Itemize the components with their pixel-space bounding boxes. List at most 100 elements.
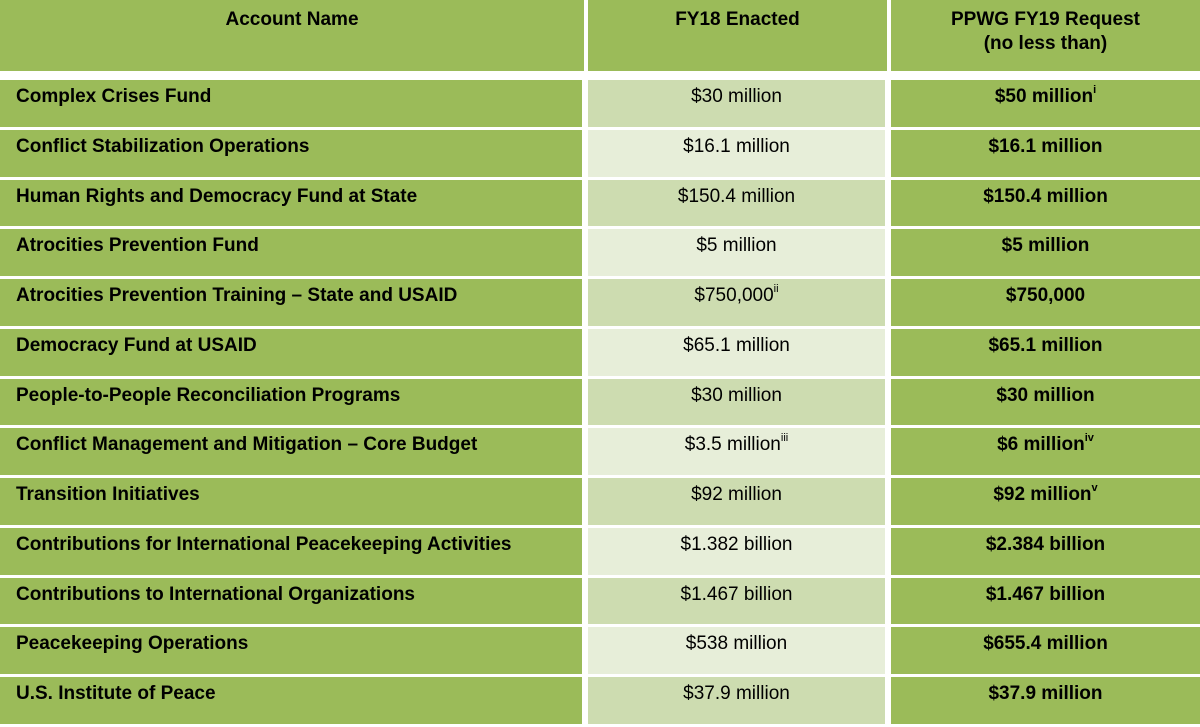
table-header: Account Name FY18 Enacted PPWG FY19 Requ…	[0, 0, 1200, 80]
fy18-enacted-cell: $150.4 million	[588, 179, 891, 230]
fy18-enacted-cell-value: $92 million	[691, 484, 782, 506]
table-body: Complex Crises Fund $30 million $50 millio…	[0, 80, 1200, 727]
account-name-cell-value: U.S. Institute of Peace	[16, 683, 216, 705]
fy18-enacted-cell: $92 million	[588, 478, 891, 528]
header-account-name: Account Name	[0, 0, 588, 80]
fy19-request-cell-value: $655.4 million	[983, 633, 1108, 655]
table-row: Contributions to International Organizat…	[0, 577, 1200, 628]
account-name-cell-value: Peacekeeping Operations	[16, 633, 249, 655]
footnote-marker: ii	[773, 283, 779, 296]
footnote-marker: iv	[1084, 432, 1094, 445]
fy19-request-cell: $2.384 billion	[891, 527, 1200, 578]
account-name-cell: Contributions for International Peacekee…	[0, 527, 588, 578]
fy19-request-cell-value: $37.9 million	[988, 683, 1103, 705]
footnote-marker: v	[1091, 482, 1098, 495]
account-name-cell-value: Atrocities Prevention Training – State a…	[16, 285, 458, 307]
account-name-cell: U.S. Institute of Peace	[0, 677, 588, 727]
fy19-request-cell: $750,000	[891, 279, 1200, 329]
fy19-request-cell: $92 millionv	[891, 478, 1200, 528]
fy19-request-cell-value: $5 million	[1001, 235, 1090, 257]
fy18-enacted-cell-value: $750,000	[694, 285, 774, 307]
footnote-marker: iii	[780, 432, 789, 445]
account-name-cell: Contributions to International Organizat…	[0, 577, 588, 628]
fy19-request-cell-value: $92 million	[993, 484, 1092, 506]
fy18-enacted-cell-value: $538 million	[685, 633, 788, 655]
account-name-cell: Conflict Stabilization Operations	[0, 129, 588, 180]
fy19-request-cell-value: $750,000	[1005, 285, 1086, 307]
fy19-request-cell-value: $65.1 million	[988, 334, 1103, 356]
table-row: Democracy Fund at USAID $65.1 million $65.…	[0, 328, 1200, 379]
fy18-enacted-cell: $30 million	[588, 80, 891, 130]
header-row: Account Name FY18 Enacted PPWG FY19 Requ…	[0, 0, 1200, 80]
account-name-cell: Conflict Management and Mitigation – Cor…	[0, 428, 588, 479]
fy18-enacted-cell-value: $3.5 million	[684, 434, 781, 456]
account-name-cell: Transition Initiatives	[0, 478, 588, 528]
fy18-enacted-cell-value: $1.467 billion	[680, 583, 793, 605]
fy18-enacted-cell: $3.5 millioniii	[588, 428, 891, 479]
table-row: Atrocities Prevention Fund $5 million $5 m…	[0, 229, 1200, 280]
table-row: Conflict Stabilization Operations $16.1 m…	[0, 129, 1200, 180]
fy19-request-cell-value: $16.1 million	[988, 135, 1103, 157]
fy18-enacted-cell: $5 million	[588, 229, 891, 280]
account-name-cell-value: Human Rights and Democracy Fund at State	[16, 185, 418, 207]
account-name-cell: Complex Crises Fund	[0, 80, 588, 130]
fy18-enacted-cell: $37.9 million	[588, 677, 891, 727]
fy19-request-cell: $150.4 million	[891, 179, 1200, 230]
account-name-cell-value: Democracy Fund at USAID	[16, 334, 257, 356]
table-row: Contributions for International Peacekee…	[0, 527, 1200, 578]
account-name-cell-value: People-to-People Reconciliation Programs	[16, 384, 401, 406]
table-row: People-to-People Reconciliation Programs…	[0, 378, 1200, 429]
account-name-cell-value: Conflict Management and Mitigation – Cor…	[16, 434, 478, 456]
fy18-enacted-cell: $750,000ii	[588, 279, 891, 329]
header-ppwg-fy19-request: PPWG FY19 Request (no less than)	[891, 0, 1200, 80]
account-name-cell-value: Transition Initiatives	[16, 484, 200, 506]
fy18-enacted-cell-value: $5 million	[696, 235, 777, 257]
table-row: U.S. Institute of Peace $37.9 million $37.…	[0, 677, 1200, 727]
account-name-cell: Atrocities Prevention Training – State a…	[0, 279, 588, 329]
fy18-enacted-cell: $16.1 million	[588, 129, 891, 180]
table-row: Complex Crises Fund $30 million $50 millio…	[0, 80, 1200, 130]
table-row: Atrocities Prevention Training – State a…	[0, 279, 1200, 329]
fy19-request-cell: $6 millioniv	[891, 428, 1200, 479]
fy19-request-cell-value: $6 million	[997, 434, 1085, 456]
account-name-cell-value: Conflict Stabilization Operations	[16, 135, 310, 157]
account-name-cell-value: Atrocities Prevention Fund	[16, 235, 259, 257]
fy19-request-cell: $1.467 billion	[891, 577, 1200, 628]
account-name-cell: Atrocities Prevention Fund	[0, 229, 588, 280]
account-name-cell-value: Contributions to International Organizat…	[16, 583, 415, 605]
fy19-request-cell-value: $30 million	[996, 384, 1095, 406]
account-name-cell: Peacekeeping Operations	[0, 627, 588, 678]
table-row: Peacekeeping Operations $538 million $655.…	[0, 627, 1200, 678]
table-row: Conflict Management and Mitigation – Cor…	[0, 428, 1200, 479]
account-name-cell: Human Rights and Democracy Fund at State	[0, 179, 588, 230]
account-name-cell-value: Complex Crises Fund	[16, 86, 212, 107]
account-name-cell: Democracy Fund at USAID	[0, 328, 588, 379]
fy19-request-cell: $30 million	[891, 378, 1200, 429]
fy18-enacted-cell-value: $37.9 million	[683, 683, 790, 705]
fy19-request-cell: $655.4 million	[891, 627, 1200, 678]
fy19-request-cell-value: $150.4 million	[983, 185, 1108, 207]
header-fy19-label-line2: (no less than)	[983, 33, 1108, 54]
account-name-cell-value: Contributions for International Peacekee…	[16, 533, 512, 555]
footnote-marker: i	[1093, 84, 1097, 96]
fy19-request-cell: $50 millioni	[891, 80, 1200, 130]
fy18-enacted-cell-value: $16.1 million	[683, 135, 790, 157]
table-row: Transition Initiatives $92 million $92 mil…	[0, 478, 1200, 528]
header-account-name-label: Account Name	[225, 9, 359, 30]
account-name-cell: People-to-People Reconciliation Programs	[0, 378, 588, 429]
header-fy19-label-line1: PPWG FY19 Request	[951, 9, 1140, 30]
header-fy18-enacted: FY18 Enacted	[588, 0, 891, 80]
fy19-request-cell: $16.1 million	[891, 129, 1200, 180]
fy18-enacted-cell: $538 million	[588, 627, 891, 678]
fy18-enacted-cell-value: $150.4 million	[677, 185, 796, 207]
fy18-enacted-cell-value: $30 million	[691, 86, 782, 107]
fy18-enacted-cell-value: $65.1 million	[683, 334, 790, 356]
fy18-enacted-cell: $30 million	[588, 378, 891, 429]
table-row: Human Rights and Democracy Fund at State…	[0, 179, 1200, 230]
fy19-request-cell: $65.1 million	[891, 328, 1200, 379]
fy19-request-cell-value: $1.467 billion	[985, 583, 1106, 605]
header-fy18-label: FY18 Enacted	[675, 9, 800, 30]
fy19-request-cell-value: $50 million	[994, 86, 1094, 107]
fy18-enacted-cell-value: $30 million	[691, 384, 782, 406]
